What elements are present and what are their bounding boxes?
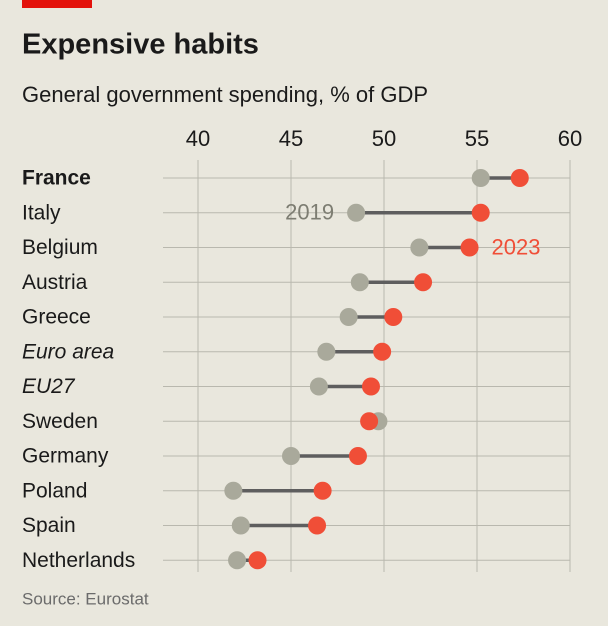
category-label: Sweden (22, 410, 98, 433)
x-tick-label: 55 (465, 126, 489, 151)
dot (228, 551, 247, 570)
dot (373, 342, 392, 361)
dot (309, 377, 328, 396)
category-label: Italy (22, 201, 61, 224)
category-label: Austria (22, 271, 88, 294)
x-tick-label: 50 (372, 126, 396, 151)
dot (410, 238, 429, 257)
dot (471, 203, 490, 222)
dot (339, 308, 358, 326)
chart-title: Expensive habits (22, 29, 259, 61)
dot (313, 481, 332, 500)
category-label: EU27 (22, 375, 76, 398)
dot (471, 169, 490, 187)
chart-subtitle: General government spending, % of GDP (22, 82, 428, 107)
series-label: 2019 (285, 200, 334, 225)
dot (348, 447, 367, 465)
category-label: Belgium (22, 236, 98, 259)
category-label: Euro area (22, 340, 114, 363)
dot (350, 273, 369, 292)
category-label: France (22, 167, 91, 190)
category-label: Netherlands (22, 549, 135, 572)
dot (308, 516, 327, 535)
dot (384, 308, 403, 326)
x-tick-label: 60 (558, 126, 582, 151)
category-label: Germany (22, 445, 109, 468)
dot (231, 516, 250, 535)
dot (510, 169, 529, 187)
category-label: Poland (22, 479, 87, 502)
dot (460, 238, 479, 257)
dot (361, 377, 380, 396)
series-label: 2023 (492, 234, 541, 259)
category-label: Spain (22, 514, 76, 537)
category-label: Greece (22, 306, 91, 329)
dot (360, 412, 379, 431)
dot (317, 342, 336, 361)
dot (224, 481, 243, 500)
dot (414, 273, 433, 292)
dot (347, 203, 366, 222)
source: Source: Eurostat (22, 589, 149, 608)
x-tick-label: 40 (186, 126, 210, 151)
dot (248, 551, 267, 570)
dot (282, 447, 300, 465)
x-tick-label: 45 (279, 126, 303, 151)
brand-bar (22, 0, 92, 8)
